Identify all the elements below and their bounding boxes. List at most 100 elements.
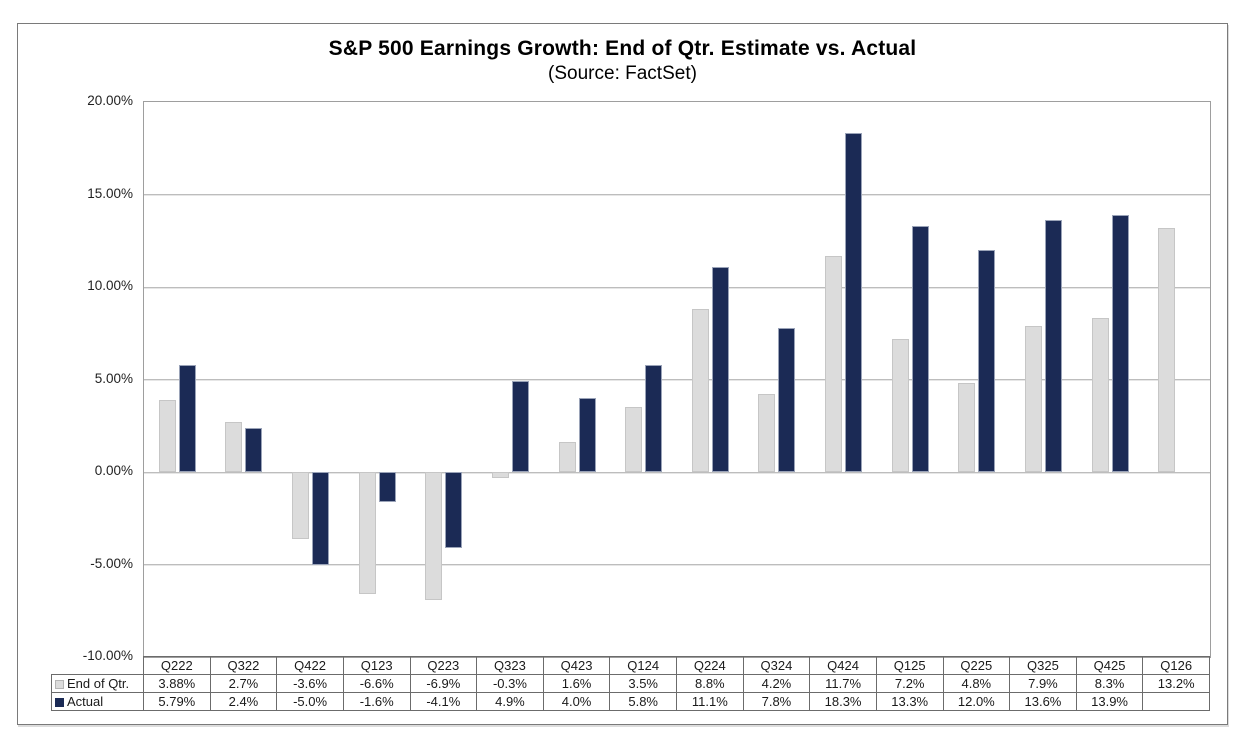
actual-bar bbox=[578, 398, 596, 472]
gridline bbox=[144, 194, 1210, 195]
table-column-header: Q322 bbox=[209, 656, 278, 675]
table-column-header: Q225 bbox=[942, 656, 1011, 675]
estimate-bar bbox=[225, 422, 243, 472]
y-axis: 20.00% 15.00% 10.00% 5.00% 0.00% -5.00% -10.00… bbox=[18, 24, 133, 724]
estimate-bar bbox=[358, 472, 376, 595]
table-value-cell: 4.8% bbox=[942, 674, 1011, 693]
chart-title: S&P 500 Earnings Growth: End of Qtr. Est… bbox=[328, 37, 917, 60]
chart-subtitle: (Source: FactSet) bbox=[548, 63, 697, 84]
gridline bbox=[144, 286, 1210, 288]
data-table: Q222 Q322 Q422 Q123 Q223 Q323 Q423 Q124 Q224 Q324… bbox=[51, 656, 1210, 711]
estimate-bar bbox=[891, 338, 909, 472]
y-axis-label: 10.00% bbox=[87, 278, 133, 293]
table-value-cell: -6.6% bbox=[342, 674, 411, 693]
y-axis-label: -5.00% bbox=[90, 555, 133, 571]
actual-bar bbox=[845, 133, 863, 472]
table-value-cell: 8.3% bbox=[1075, 674, 1144, 693]
table-column-header: Q123 bbox=[342, 656, 411, 675]
estimate-bar bbox=[558, 442, 576, 472]
table-corner-cell bbox=[52, 657, 144, 675]
actual-bar bbox=[778, 327, 796, 472]
estimate-bar bbox=[425, 472, 443, 600]
actual-bar bbox=[1044, 220, 1062, 472]
table-value-cell: 4.2% bbox=[742, 674, 811, 693]
y-axis-label: 20.00% bbox=[87, 93, 133, 108]
table-value-cell: 12.0% bbox=[942, 692, 1011, 711]
table-column-header: Q224 bbox=[676, 656, 744, 675]
y-axis-label: -10.00% bbox=[82, 648, 133, 663]
y-axis-label: 15.00% bbox=[87, 185, 133, 201]
table-column-header: Q422 bbox=[276, 656, 344, 675]
table-value-cell: 4.9% bbox=[476, 692, 544, 711]
estimate-bar bbox=[825, 255, 843, 472]
actual-bar bbox=[245, 427, 263, 472]
estimate-bar bbox=[1024, 325, 1042, 472]
y-axis-label: 5.00% bbox=[94, 370, 133, 386]
estimate-bar bbox=[958, 383, 976, 472]
table-value-cell bbox=[1142, 692, 1210, 711]
actual-bar bbox=[378, 472, 396, 502]
actual-bar bbox=[445, 472, 463, 548]
table-column-header: Q124 bbox=[609, 656, 677, 675]
actual-bar bbox=[645, 364, 663, 472]
table-value-cell: 11.7% bbox=[809, 674, 877, 693]
table-column-header: Q423 bbox=[542, 656, 611, 675]
table-value-cell: -3.6% bbox=[276, 674, 344, 693]
table-value-cell: 1.6% bbox=[542, 674, 611, 693]
table-column-header: Q424 bbox=[809, 656, 877, 675]
gridline bbox=[144, 379, 1210, 380]
table-value-cell: -5.0% bbox=[276, 692, 344, 711]
legend-swatch-estimate bbox=[55, 680, 64, 689]
estimate-bar bbox=[491, 472, 509, 478]
estimate-bar bbox=[1091, 318, 1109, 472]
actual-bar bbox=[911, 225, 929, 472]
table-value-cell: -0.3% bbox=[476, 674, 544, 693]
chart-figure: S&P 500 Earnings Growth: End of Qtr. Est… bbox=[17, 23, 1228, 725]
actual-bar bbox=[312, 472, 330, 565]
table-value-cell: 3.88% bbox=[143, 674, 211, 693]
estimate-bar bbox=[625, 407, 643, 472]
plot-area bbox=[143, 101, 1211, 658]
actual-bar bbox=[178, 364, 196, 472]
table-value-cell: 8.8% bbox=[676, 674, 744, 693]
actual-bar bbox=[978, 250, 996, 472]
table-column-header: Q324 bbox=[742, 656, 811, 675]
table-value-cell: 13.3% bbox=[875, 692, 944, 711]
actual-bar bbox=[511, 381, 529, 472]
table-value-cell: 3.5% bbox=[609, 674, 677, 693]
table-value-cell: 18.3% bbox=[809, 692, 877, 711]
table-row-label: End of Qtr. bbox=[51, 674, 144, 693]
table-value-cell: 13.2% bbox=[1142, 674, 1210, 693]
table-value-cell: 7.9% bbox=[1009, 674, 1077, 693]
table-value-cell: 4.0% bbox=[542, 692, 611, 711]
actual-bar bbox=[1111, 214, 1129, 472]
table-column-header: Q222 bbox=[143, 656, 211, 675]
table-value-cell: 2.4% bbox=[209, 692, 278, 711]
table-value-cell: 7.2% bbox=[875, 674, 944, 693]
table-row-label: Actual bbox=[51, 692, 144, 711]
table-value-cell: -1.6% bbox=[342, 692, 411, 711]
table-column-header: Q323 bbox=[476, 656, 544, 675]
table-column-header: Q126 bbox=[1142, 656, 1210, 675]
estimate-bar bbox=[158, 400, 176, 472]
y-axis-label: 0.00% bbox=[94, 463, 133, 478]
estimate-bar bbox=[758, 394, 776, 472]
gridline bbox=[144, 471, 1210, 473]
table-value-cell: -4.1% bbox=[409, 692, 478, 711]
table-value-cell: 5.8% bbox=[609, 692, 677, 711]
estimate-bar bbox=[1158, 227, 1176, 472]
table-value-cell: 2.7% bbox=[209, 674, 278, 693]
table-column-header: Q223 bbox=[409, 656, 478, 675]
table-value-cell: 13.9% bbox=[1075, 692, 1144, 711]
legend-swatch-actual bbox=[55, 698, 64, 707]
estimate-bar bbox=[691, 309, 709, 472]
estimate-bar bbox=[292, 472, 310, 539]
actual-bar bbox=[711, 266, 729, 472]
table-value-cell: 13.6% bbox=[1009, 692, 1077, 711]
gridline bbox=[144, 564, 1210, 565]
table-column-header: Q125 bbox=[875, 656, 944, 675]
title-block: S&P 500 Earnings Growth: End of Qtr. Est… bbox=[18, 36, 1227, 86]
table-column-header: Q425 bbox=[1075, 656, 1144, 675]
table-value-cell: 5.79% bbox=[143, 692, 211, 711]
table-value-cell: -6.9% bbox=[409, 674, 478, 693]
